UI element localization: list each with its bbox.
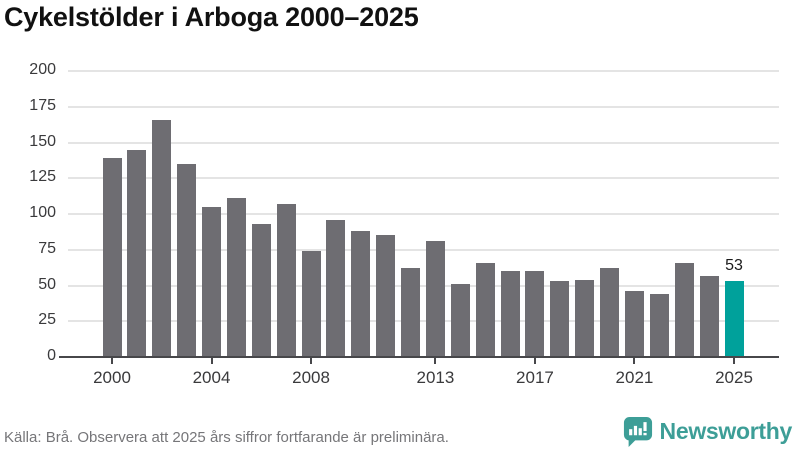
- x-tick-label-2013: 2013: [416, 368, 455, 387]
- bar-2010: [351, 231, 371, 357]
- x-tick-2025: [733, 358, 735, 364]
- gridline-50: [68, 284, 779, 287]
- x-tick-label-2025: 2025: [715, 368, 753, 387]
- bar-2020: [600, 268, 620, 357]
- y-tick-label-25: 25: [38, 311, 56, 329]
- newsworthy-logo: Newsworthy: [623, 414, 792, 448]
- y-tick-label-50: 50: [38, 275, 56, 293]
- bar-2016: [500, 271, 520, 357]
- bar-2018: [550, 281, 570, 357]
- bar-2007: [276, 204, 296, 357]
- newsworthy-bubble-chart-icon: [623, 416, 652, 447]
- gridline-175: [68, 105, 779, 108]
- gridline-125: [68, 177, 779, 180]
- bar-value-label: 53: [725, 257, 743, 275]
- x-axis-line: [59, 356, 779, 358]
- y-tick-label-175: 175: [29, 96, 56, 114]
- page-title: Cykelstölder i Arboga 2000–2025: [4, 2, 419, 32]
- y-tick-label-0: 0: [47, 347, 56, 364]
- x-tick-2000: [111, 358, 113, 364]
- y-tick-label-125: 125: [29, 168, 56, 186]
- y-tick-label-75: 75: [38, 239, 56, 257]
- gridline-200: [68, 70, 779, 72]
- y-tick-label-100: 100: [29, 204, 56, 221]
- bar-2015: [475, 262, 495, 357]
- bar-2011: [376, 235, 396, 357]
- gridline-25: [68, 320, 779, 323]
- gridline-100: [68, 213, 779, 215]
- x-tick-2021: [633, 358, 636, 364]
- bar-2025: [724, 281, 744, 357]
- y-tick-label-150: 150: [29, 132, 56, 150]
- bar-2022: [649, 294, 669, 357]
- x-tick-2013: [434, 358, 437, 364]
- newsworthy-wordmark: Newsworthy: [659, 417, 793, 444]
- bar-2004: [202, 206, 222, 357]
- bar-2008: [301, 251, 321, 357]
- bar-2024: [699, 275, 719, 357]
- bar-2001: [127, 149, 147, 357]
- bar-2014: [450, 284, 470, 357]
- bar-2005: [226, 198, 246, 357]
- source-note: Källa: Brå. Observera att 2025 års siffr…: [4, 429, 449, 446]
- x-tick-label-2004: 2004: [192, 368, 231, 387]
- x-tick-label-2000: 2000: [93, 368, 131, 387]
- x-tick-2008: [310, 358, 313, 364]
- bar-2002: [152, 119, 172, 357]
- bar-2023: [674, 262, 694, 357]
- x-tick-2017: [533, 358, 536, 364]
- bar-2013: [425, 241, 445, 357]
- bar-2009: [326, 219, 346, 357]
- y-tick-label-200: 200: [29, 61, 56, 78]
- bar-2019: [575, 279, 595, 357]
- gridline-75: [68, 248, 779, 251]
- bar-2012: [401, 268, 421, 357]
- bar-2003: [177, 163, 197, 357]
- bar-2000: [102, 158, 122, 357]
- x-tick-label-2021: 2021: [615, 368, 654, 387]
- bar-2006: [251, 224, 271, 357]
- bar-2017: [525, 271, 545, 357]
- x-tick-label-2017: 2017: [516, 368, 554, 387]
- x-tick-2004: [210, 358, 213, 364]
- bar-2021: [624, 291, 644, 357]
- chart-plot-area: [68, 70, 779, 357]
- x-tick-label-2008: 2008: [292, 368, 330, 387]
- gridline-150: [68, 141, 779, 144]
